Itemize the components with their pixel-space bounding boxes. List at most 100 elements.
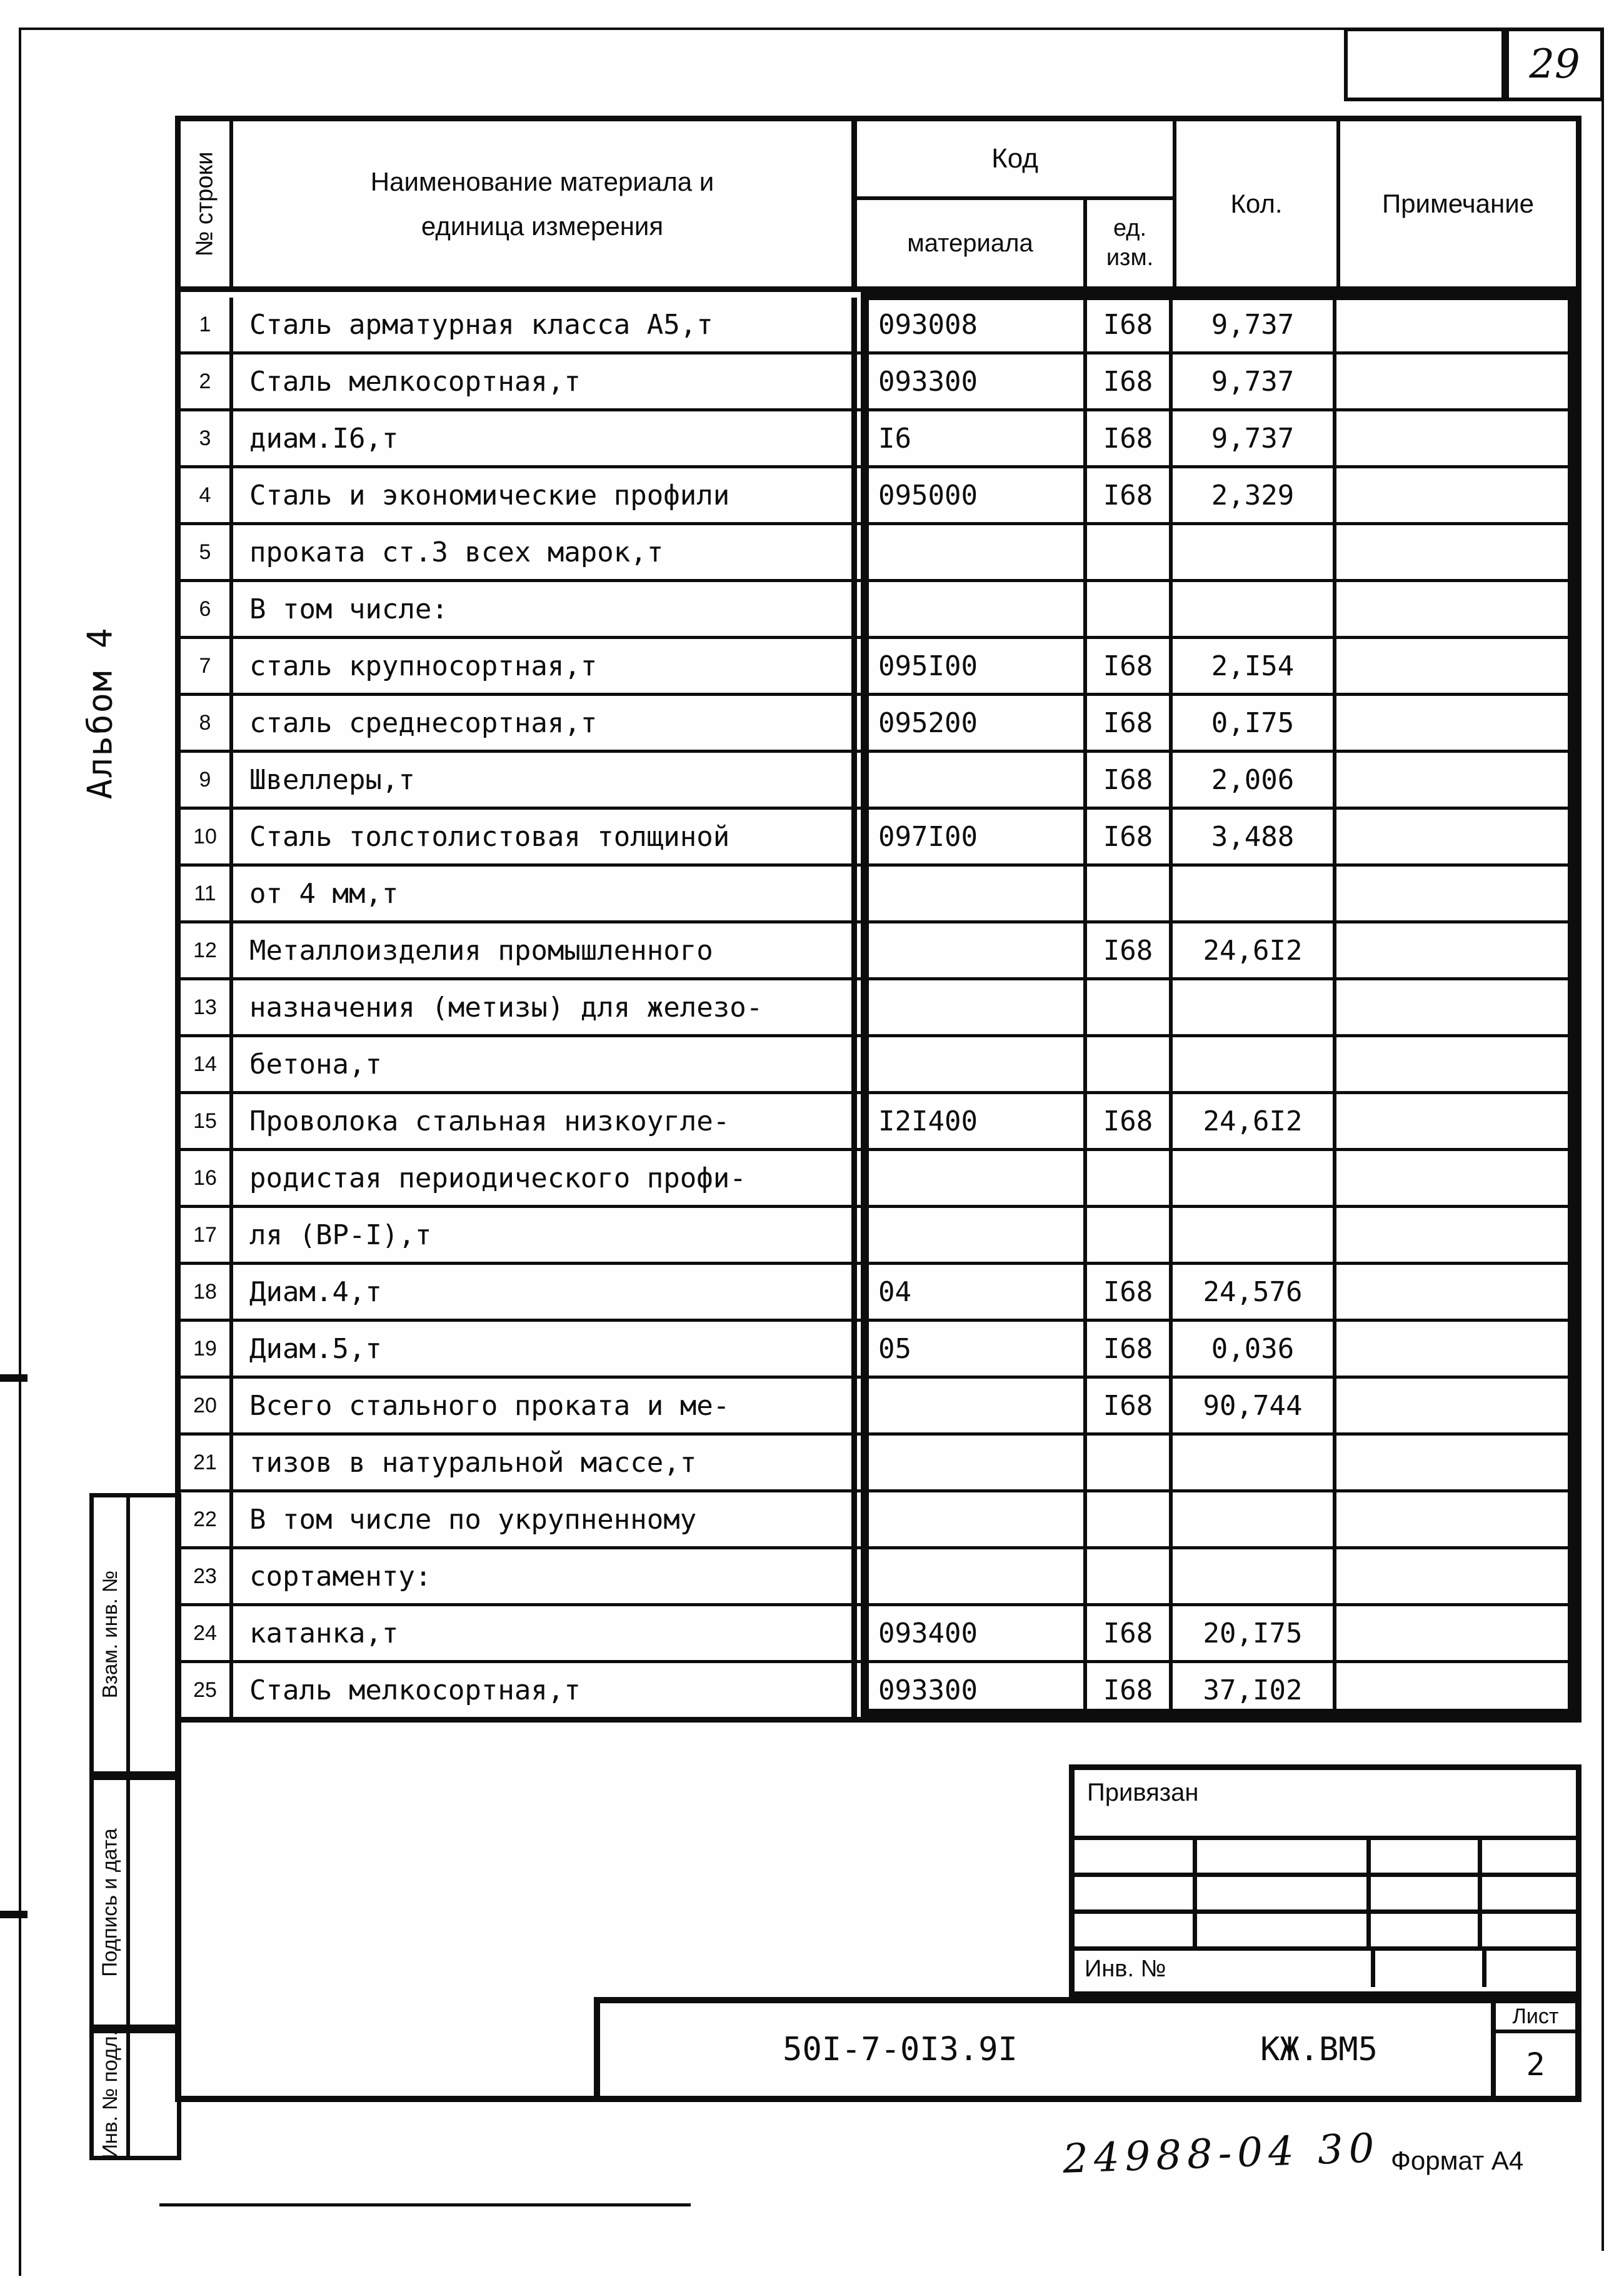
row-number: 24 (181, 1606, 233, 1660)
table-row: 24 катанка,т 093400 I68 20,I75 (181, 1603, 1576, 1660)
unit-code (1087, 1037, 1173, 1091)
document-mark: КЖ.ВМ5 (1260, 2031, 1378, 2068)
material-code: 093300 (857, 355, 1087, 408)
row-number: 7 (181, 639, 233, 693)
inventory-label: Инв. № (1075, 1951, 1375, 1987)
unit-code: I68 (1087, 1606, 1173, 1660)
privyazan-label: Привязан (1075, 1770, 1576, 1840)
material-code: 095000 (857, 468, 1087, 522)
row-number: 13 (181, 980, 233, 1034)
material-name: Диам.4,т (233, 1265, 857, 1319)
quantity (1173, 525, 1336, 579)
material-name: В том числе: (233, 582, 857, 636)
row-number: 10 (181, 810, 233, 863)
unit-code (1087, 582, 1173, 636)
material-name: Сталь мелкосортная,т (233, 1663, 857, 1717)
note-cell (1336, 355, 1576, 408)
stamp-vzam-inv: Взам. инв. № (89, 1493, 181, 1776)
note-cell (1336, 696, 1576, 750)
table-row: 6 В том числе: (181, 579, 1576, 636)
album-label: Альбом 4 (80, 626, 120, 800)
quantity: 24,6I2 (1173, 923, 1336, 977)
material-name: катанка,т (233, 1606, 857, 1660)
row-number: 20 (181, 1379, 233, 1432)
stamp-inv-podl-label: Инв. № подл. (94, 2030, 130, 2159)
table-row: 4 Сталь и экономические профили 095000 I… (181, 465, 1576, 522)
unit-code: I68 (1087, 923, 1173, 977)
material-code (857, 980, 1087, 1034)
row-number: 17 (181, 1208, 233, 1262)
row-number: 22 (181, 1492, 233, 1546)
table-row: 3 диам.I6,т I6 I68 9,737 (181, 408, 1576, 465)
material-name: Проволока стальная низкоугле- (233, 1094, 857, 1148)
material-name: родистая периодического профи- (233, 1151, 857, 1205)
sheet-box: Лист 2 (1491, 2003, 1575, 2096)
quantity: 2,329 (1173, 468, 1336, 522)
material-name: тизов в натуральной массе,т (233, 1436, 857, 1489)
row-number: 4 (181, 468, 233, 522)
table-row: 16 родистая периодического профи- (181, 1148, 1576, 1205)
material-name: от 4 мм,т (233, 867, 857, 920)
table-row: 13 назначения (метизы) для железо- (181, 977, 1576, 1034)
row-number: 9 (181, 753, 233, 807)
quantity (1173, 1436, 1336, 1489)
quantity: 0,I75 (1173, 696, 1336, 750)
unit-code: I68 (1087, 639, 1173, 693)
note-cell (1336, 411, 1576, 465)
unit-code: I68 (1087, 298, 1173, 351)
table-row: 2 Сталь мелкосортная,т 093300 I68 9,737 (181, 351, 1576, 408)
privyazan-grid-row (1075, 1914, 1576, 1951)
unit-code (1087, 525, 1173, 579)
note-cell (1336, 1663, 1576, 1717)
unit-code: I68 (1087, 1379, 1173, 1432)
quantity (1173, 1208, 1336, 1262)
table-row: 10 Сталь толстолистовая толщиной 097I00 … (181, 807, 1576, 863)
unit-code: I68 (1087, 355, 1173, 408)
note-cell (1336, 639, 1576, 693)
row-number: 3 (181, 411, 233, 465)
unit-code: I68 (1087, 1322, 1173, 1376)
material-code (857, 1208, 1087, 1262)
note-cell (1336, 468, 1576, 522)
unit-code (1087, 980, 1173, 1034)
table-row: 15 Проволока стальная низкоугле- I2I400 … (181, 1091, 1576, 1148)
material-name: сортаменту: (233, 1549, 857, 1603)
note-cell (1336, 1208, 1576, 1262)
row-number: 19 (181, 1322, 233, 1376)
stamp-inv-podl: Инв. № подл. (89, 2029, 181, 2160)
table-row: 11 от 4 мм,т (181, 863, 1576, 920)
material-code (857, 923, 1087, 977)
unit-code (1087, 1208, 1173, 1262)
quantity (1173, 1492, 1336, 1546)
sheet-border-bottom (159, 2203, 691, 2206)
material-code: 095I00 (857, 639, 1087, 693)
header-material-name: Наименование материала и единица измерен… (233, 121, 857, 286)
material-code (857, 1379, 1087, 1432)
unit-code (1087, 1436, 1173, 1489)
quantity: 0,036 (1173, 1322, 1336, 1376)
quantity: 9,737 (1173, 411, 1336, 465)
material-name: Всего стального проката и ме- (233, 1379, 857, 1432)
unit-code (1087, 1492, 1173, 1546)
table-row: 22 В том числе по укрупненному (181, 1489, 1576, 1546)
material-code (857, 1492, 1087, 1546)
material-name: В том числе по укрупненному (233, 1492, 857, 1546)
material-code (857, 1151, 1087, 1205)
frame-left-line (175, 1723, 181, 2102)
format-label: Формат А4 (1391, 2146, 1524, 2175)
materials-table: № строки Наименование материала и единиц… (175, 116, 1581, 1723)
table-row: 19 Диам.5,т 05 I68 0,036 (181, 1319, 1576, 1376)
table-header: № строки Наименование материала и единиц… (181, 121, 1576, 292)
header-note: Примечание (1381, 189, 1535, 218)
quantity (1173, 1151, 1336, 1205)
quantity: 20,I75 (1173, 1606, 1336, 1660)
table-row: 12 Металлоизделия промышленного I68 24,6… (181, 920, 1576, 977)
page-number: 29 (1505, 28, 1604, 101)
stamp-vzam-inv-label: Взам. инв. № (94, 1497, 130, 1771)
unit-code: I68 (1087, 1094, 1173, 1148)
inventory-row: Инв. № (1075, 1951, 1576, 1987)
note-cell (1336, 1037, 1576, 1091)
unit-code (1087, 867, 1173, 920)
note-cell (1336, 810, 1576, 863)
